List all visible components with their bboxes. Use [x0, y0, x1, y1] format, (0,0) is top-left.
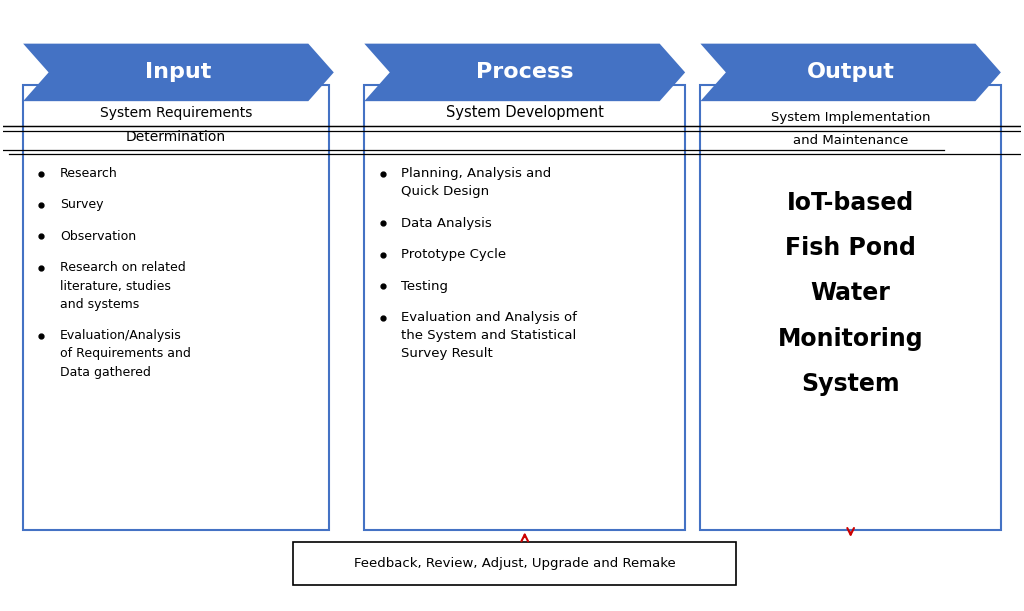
Text: Input: Input: [145, 62, 212, 82]
Text: Fish Pond: Fish Pond: [785, 236, 916, 260]
Text: Data gathered: Data gathered: [59, 365, 151, 379]
Text: Quick Design: Quick Design: [401, 185, 489, 198]
FancyBboxPatch shape: [24, 84, 329, 530]
FancyBboxPatch shape: [700, 84, 1000, 530]
Text: IoT-based: IoT-based: [787, 191, 914, 214]
Text: System Requirements: System Requirements: [99, 106, 252, 120]
Text: Prototype Cycle: Prototype Cycle: [401, 248, 506, 261]
Text: Testing: Testing: [401, 280, 447, 293]
Text: Research: Research: [59, 167, 118, 180]
Text: Determination: Determination: [126, 130, 226, 144]
Text: the System and Statistical: the System and Statistical: [401, 329, 577, 342]
Text: Planning, Analysis and: Planning, Analysis and: [401, 167, 551, 180]
Text: System Implementation: System Implementation: [771, 111, 931, 124]
Text: Survey: Survey: [59, 199, 103, 211]
Text: Monitoring: Monitoring: [778, 327, 924, 351]
Text: Evaluation and Analysis of: Evaluation and Analysis of: [401, 311, 577, 324]
Text: Output: Output: [807, 62, 895, 82]
Text: Feedback, Review, Adjust, Upgrade and Remake: Feedback, Review, Adjust, Upgrade and Re…: [353, 557, 676, 570]
FancyBboxPatch shape: [293, 541, 736, 585]
Text: Research on related: Research on related: [59, 262, 185, 274]
Text: literature, studies: literature, studies: [59, 280, 171, 293]
Text: Observation: Observation: [59, 230, 136, 243]
Polygon shape: [365, 43, 685, 101]
Polygon shape: [24, 43, 334, 101]
Text: Data Analysis: Data Analysis: [401, 217, 492, 230]
Text: Evaluation/Analysis: Evaluation/Analysis: [59, 329, 181, 342]
Text: Survey Result: Survey Result: [401, 348, 493, 360]
Text: and systems: and systems: [59, 298, 139, 311]
Text: of Requirements and: of Requirements and: [59, 348, 190, 360]
Text: Water: Water: [811, 282, 891, 306]
Text: System Development: System Development: [445, 106, 604, 120]
Text: System: System: [802, 372, 900, 396]
Text: and Maintenance: and Maintenance: [793, 134, 908, 147]
Polygon shape: [700, 43, 1000, 101]
FancyBboxPatch shape: [365, 84, 685, 530]
Text: Process: Process: [476, 62, 573, 82]
